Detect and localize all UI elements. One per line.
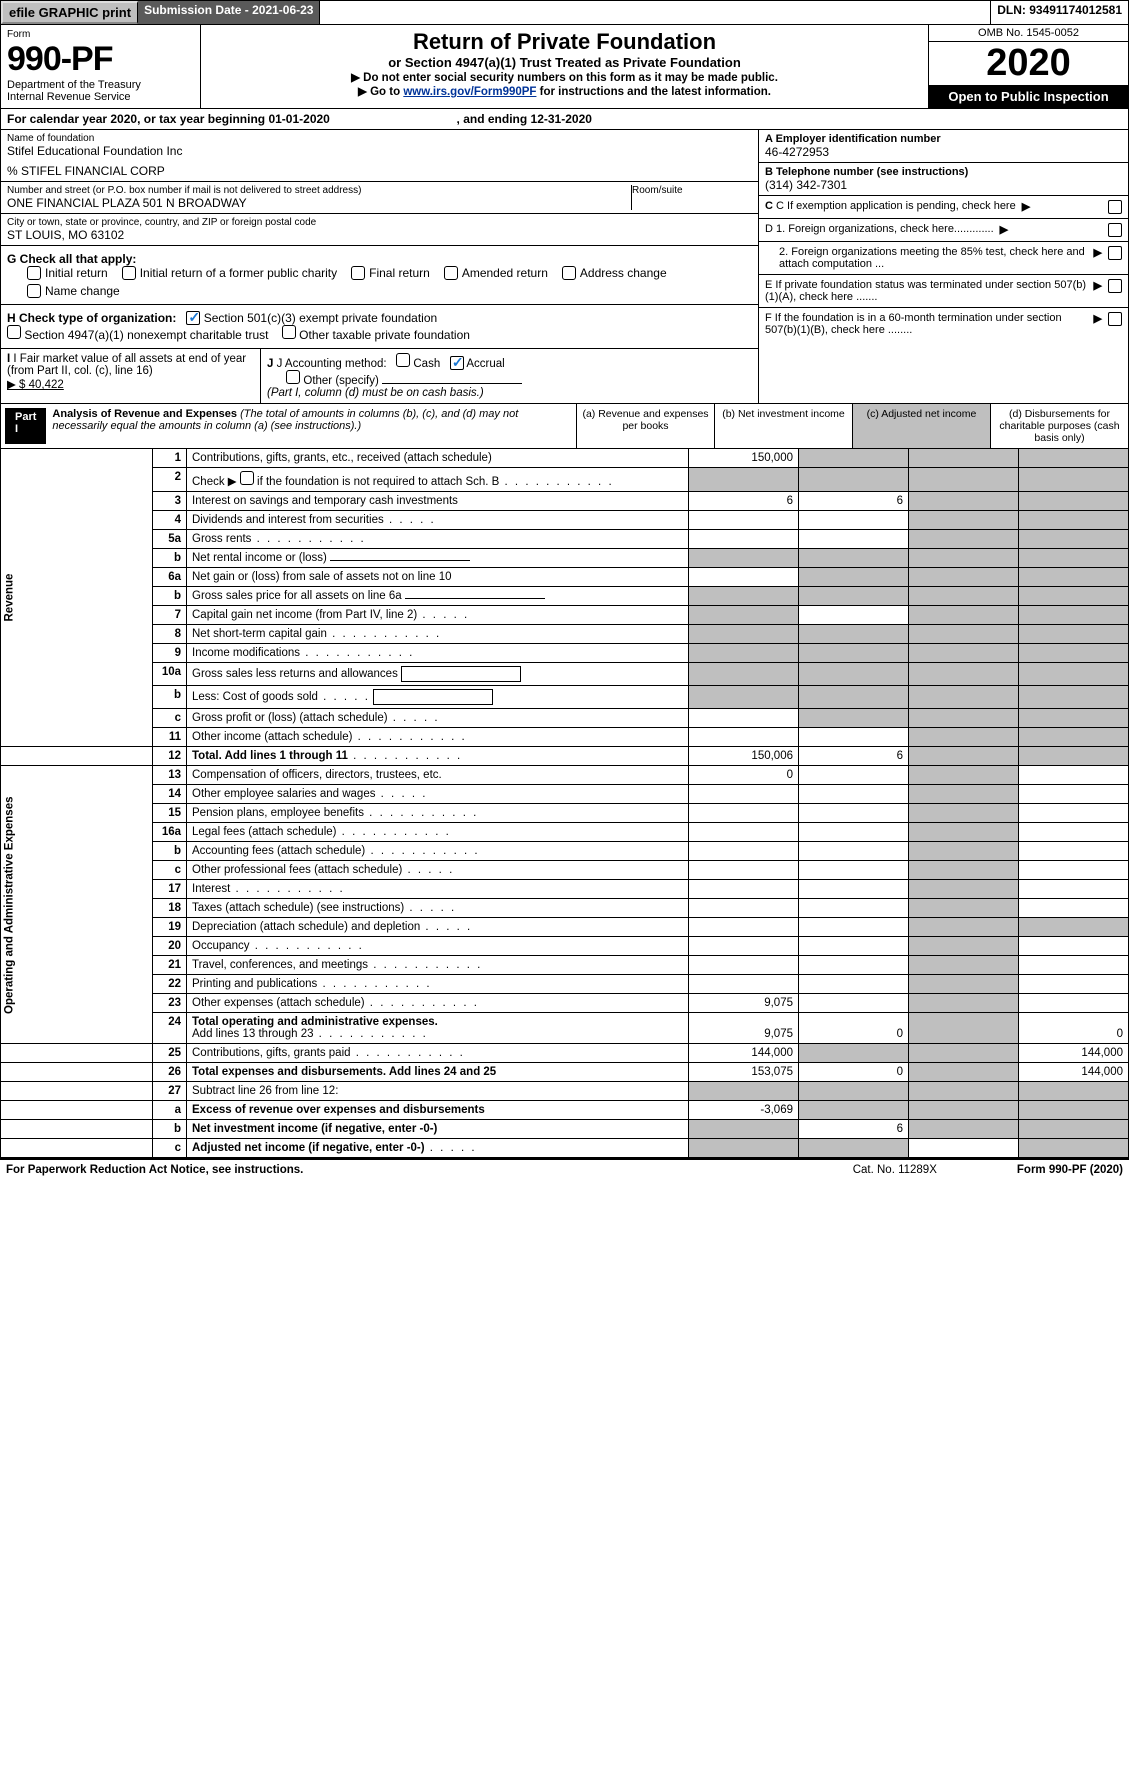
instruction-2: ▶ Go to www.irs.gov/Form990PF for instru… [205, 84, 924, 98]
item-e: E If private foundation status was termi… [759, 275, 1128, 308]
chk-cash[interactable] [396, 353, 410, 367]
entity-info: Name of foundation Stifel Educational Fo… [0, 130, 1129, 404]
form-subtitle: or Section 4947(a)(1) Trust Treated as P… [205, 55, 924, 70]
chk-other-method[interactable] [286, 370, 300, 384]
item-d1: D 1. Foreign organizations, check here..… [759, 219, 1128, 242]
fmv-value: ▶ $ 40,422 [7, 379, 64, 391]
section-h: H Check type of organization: Section 50… [1, 305, 758, 349]
form-header: Form 990-PF Department of the Treasury I… [0, 25, 1129, 109]
item-f: F If the foundation is in a 60-month ter… [759, 308, 1128, 340]
dept-treasury: Department of the Treasury Internal Reve… [7, 79, 194, 103]
ein-value: 46-4272953 [765, 145, 1122, 159]
phone-value: (314) 342-7301 [765, 178, 1122, 192]
chk-final-return[interactable] [351, 266, 365, 280]
chk-4947[interactable] [7, 325, 21, 339]
form-label: Form [7, 29, 194, 40]
chk-e[interactable] [1108, 279, 1122, 293]
dln: DLN: 93491174012581 [990, 1, 1128, 24]
chk-address-change[interactable] [562, 266, 576, 280]
ein-label: A Employer identification number [765, 133, 1122, 145]
part1-table: Revenue 1Contributions, gifts, grants, e… [0, 449, 1129, 1158]
chk-d1[interactable] [1108, 223, 1122, 237]
chk-amended[interactable] [444, 266, 458, 280]
chk-c[interactable] [1108, 200, 1122, 214]
submission-date: Submission Date - 2021-06-23 [138, 1, 320, 24]
chk-f[interactable] [1108, 312, 1122, 326]
col-b-header: (b) Net investment income [714, 404, 852, 448]
chk-d2[interactable] [1108, 246, 1122, 260]
col-c-header: (c) Adjusted net income [852, 404, 990, 448]
foundation-name: Stifel Educational Foundation Inc [7, 144, 752, 158]
calendar-year-row: For calendar year 2020, or tax year begi… [0, 109, 1129, 130]
top-bar: efile GRAPHIC print Submission Date - 20… [0, 0, 1129, 25]
name-label: Name of foundation [7, 133, 752, 144]
chk-accrual[interactable] [450, 356, 464, 370]
chk-initial-former[interactable] [122, 266, 136, 280]
col-a-header: (a) Revenue and expenses per books [576, 404, 714, 448]
chk-name-change[interactable] [27, 284, 41, 298]
city-value: ST LOUIS, MO 63102 [7, 228, 752, 242]
catalog-number: Cat. No. 11289X [853, 1164, 937, 1176]
open-public: Open to Public Inspection [929, 85, 1128, 108]
item-c: C C If exemption application is pending,… [759, 196, 1128, 219]
chk-other-taxable[interactable] [282, 325, 296, 339]
omb-number: OMB No. 1545-0052 [929, 25, 1128, 42]
city-label: City or town, state or province, country… [7, 217, 752, 228]
chk-initial-return[interactable] [27, 266, 41, 280]
address-value: ONE FINANCIAL PLAZA 501 N BROADWAY [7, 196, 631, 210]
address-label: Number and street (or P.O. box number if… [7, 185, 631, 196]
form-number: 990-PF [7, 40, 194, 79]
expenses-label: Operating and Administrative Expenses [1, 766, 153, 1044]
part1-badge: Part I [5, 408, 46, 444]
form-title: Return of Private Foundation [205, 29, 924, 55]
chk-501c3[interactable] [186, 311, 200, 325]
page-footer: For Paperwork Reduction Act Notice, see … [0, 1158, 1129, 1180]
care-of: % STIFEL FINANCIAL CORP [7, 164, 752, 178]
part1-header: Part I Analysis of Revenue and Expenses … [0, 404, 1129, 449]
irs-link[interactable]: www.irs.gov/Form990PF [403, 86, 536, 98]
cash-basis-note: (Part I, column (d) must be on cash basi… [267, 387, 484, 399]
phone-label: B Telephone number (see instructions) [765, 166, 1122, 178]
paperwork-notice: For Paperwork Reduction Act Notice, see … [6, 1164, 303, 1176]
tax-year: 2020 [929, 42, 1128, 85]
chk-sch-b[interactable] [240, 471, 254, 485]
room-label: Room/suite [632, 185, 752, 196]
efile-print-button[interactable]: efile GRAPHIC print [1, 1, 138, 24]
form-ref: Form 990-PF (2020) [1017, 1164, 1123, 1176]
revenue-label: Revenue [1, 449, 153, 747]
col-d-header: (d) Disbursements for charitable purpose… [990, 404, 1128, 448]
item-d2: 2. Foreign organizations meeting the 85%… [759, 242, 1128, 275]
section-ij: I I Fair market value of all assets at e… [1, 349, 758, 403]
instruction-1: ▶ Do not enter social security numbers o… [205, 70, 924, 84]
section-g: G Check all that apply: Initial return I… [1, 246, 758, 305]
